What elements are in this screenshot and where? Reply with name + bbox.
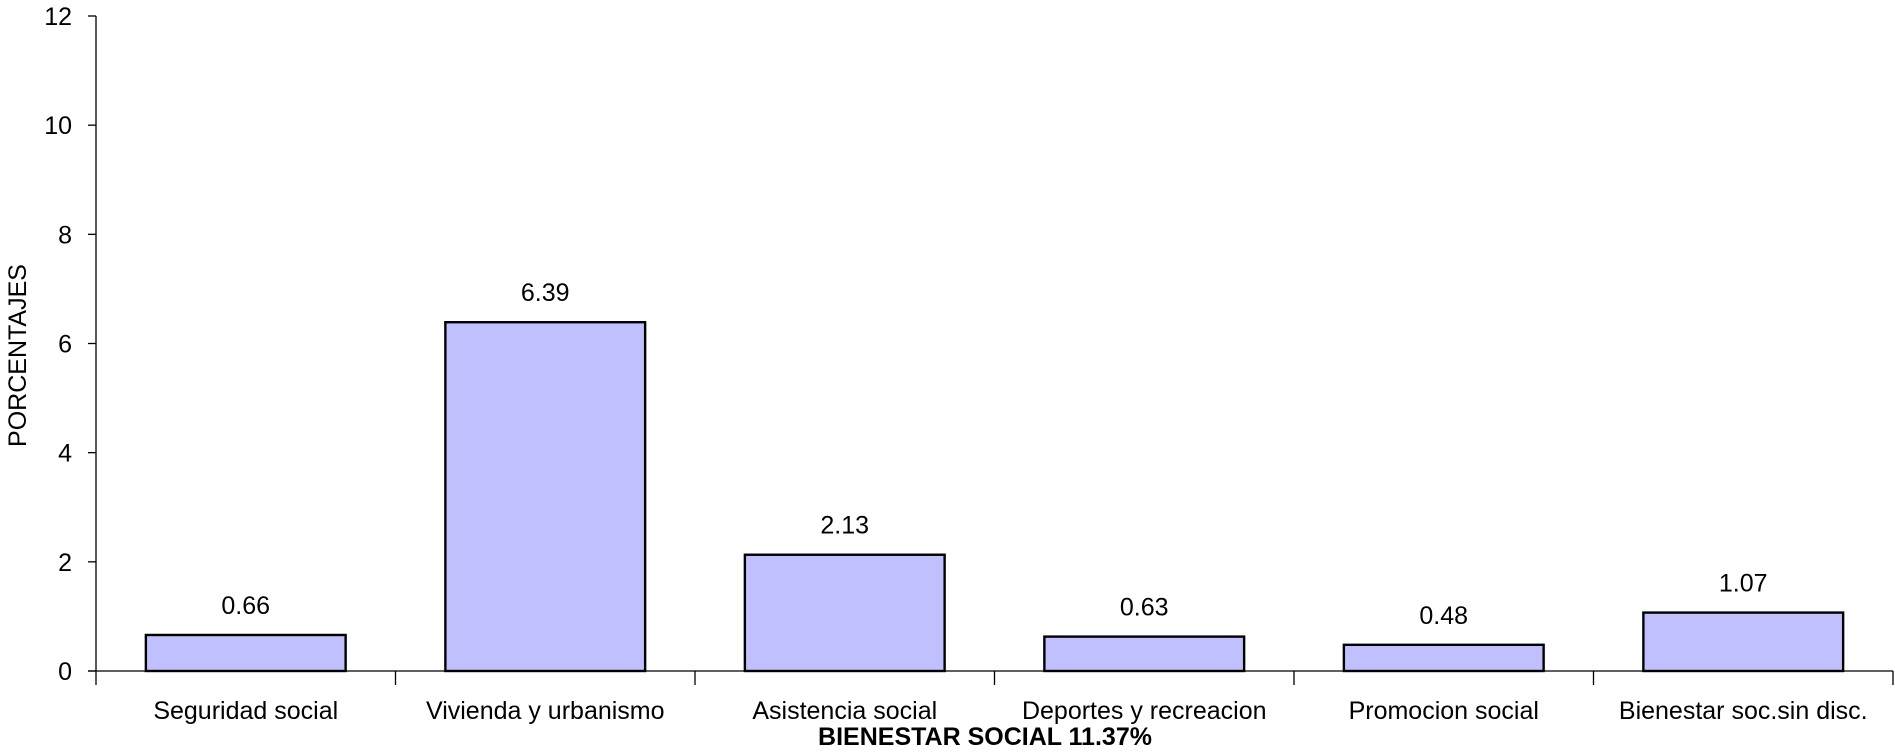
x-axis-title: BIENESTAR SOCIAL 11.37% (818, 723, 1152, 751)
data-label: 0.63 (1120, 594, 1169, 622)
data-label: 0.48 (1419, 602, 1468, 630)
bar (1642, 611, 1845, 673)
y-ticks: 0 2 4 6 8 10 12 (44, 3, 96, 686)
x-ticks (394, 671, 1894, 685)
bar (144, 633, 347, 673)
y-tick-label: 2 (58, 549, 72, 577)
category-label: Seguridad social (153, 697, 338, 725)
data-label: 0.66 (221, 592, 270, 620)
data-label: 1.07 (1719, 570, 1768, 598)
data-label: 6.39 (521, 279, 570, 307)
category-labels: Seguridad social Vivienda y urbanismo Asis… (153, 697, 1867, 725)
bar (1342, 643, 1545, 673)
y-tick-label: 4 (58, 440, 72, 468)
y-axis-title: PORCENTAJES (4, 264, 32, 447)
category-label: Vivienda y urbanismo (426, 697, 665, 725)
bars-layer (144, 321, 1845, 673)
y-tick-label: 6 (58, 331, 72, 359)
data-labels: 0.66 6.39 2.13 0.63 0.48 1.07 (221, 279, 1767, 630)
category-label: Promocion social (1349, 697, 1539, 725)
y-tick-label: 8 (58, 221, 72, 249)
bar (743, 553, 946, 673)
bar (444, 321, 647, 673)
y-tick-label: 0 (58, 658, 72, 686)
axes-layer (88, 16, 1893, 685)
category-label: Bienestar soc.sin disc. (1619, 697, 1868, 725)
y-tick-label: 10 (44, 112, 72, 140)
y-tick-label: 12 (44, 3, 72, 31)
category-label: Deportes y recreacion (1022, 697, 1267, 725)
bar (1043, 635, 1246, 673)
data-label: 2.13 (820, 512, 869, 540)
category-label: Asistencia social (752, 697, 937, 725)
